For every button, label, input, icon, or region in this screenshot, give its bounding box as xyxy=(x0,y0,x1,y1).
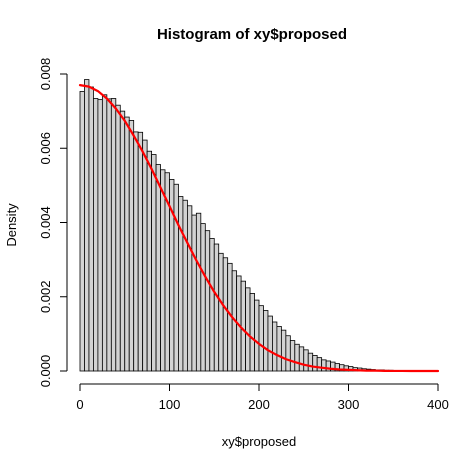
x-axis-label: xy$proposed xyxy=(222,434,296,449)
histogram-bar xyxy=(88,86,94,372)
x-tick-label: 200 xyxy=(248,397,270,412)
histogram-bar xyxy=(200,223,206,372)
histogram-bar xyxy=(280,329,287,372)
histogram-bar xyxy=(160,169,166,372)
histogram-bar xyxy=(254,299,260,372)
histogram-bar xyxy=(249,293,255,372)
histogram-bar xyxy=(240,280,246,372)
histogram-bar xyxy=(155,164,161,372)
chart-title: Histogram of xy$proposed xyxy=(157,26,347,43)
density-curve xyxy=(78,84,440,373)
histogram-bar xyxy=(128,120,135,372)
x-tick-label: 100 xyxy=(159,397,181,412)
histogram-bar xyxy=(142,139,148,372)
histogram-bar xyxy=(101,94,108,372)
x-tick-label: 300 xyxy=(338,397,360,412)
histogram-bar xyxy=(84,79,90,372)
histogram-bar xyxy=(285,335,291,372)
histogram-bar xyxy=(258,305,264,372)
histogram-bars xyxy=(79,79,408,372)
histogram-bar xyxy=(267,315,273,372)
histogram-bar xyxy=(289,340,296,372)
histogram-bar xyxy=(124,116,130,372)
histogram-bar xyxy=(316,357,323,372)
histogram-bar xyxy=(110,98,117,372)
y-tick-label: 0.008 xyxy=(38,58,53,91)
histogram-bar xyxy=(173,183,179,372)
histogram-bar xyxy=(178,196,184,372)
histogram-bar xyxy=(218,252,224,372)
y-tick-label: 0.006 xyxy=(38,132,53,165)
y-tick-label: 0.000 xyxy=(38,355,53,388)
histogram-bar xyxy=(204,230,211,372)
histogram-bar xyxy=(213,243,220,372)
histogram-bar xyxy=(182,199,188,372)
x-axis: 0 100 200 300 400 xyxy=(76,383,449,412)
histogram-bar xyxy=(115,104,121,372)
y-axis: 0.000 0.002 0.004 0.006 0.008 xyxy=(38,58,68,388)
histogram-bar xyxy=(312,355,318,372)
histogram-bar xyxy=(106,98,112,372)
histogram-bar xyxy=(294,343,300,372)
histogram-bar xyxy=(186,205,193,372)
histogram-bar xyxy=(303,349,309,372)
x-tick-label: 400 xyxy=(427,397,449,412)
histogram-bar xyxy=(272,321,278,372)
y-tick-label: 0.002 xyxy=(38,280,53,313)
histogram-bar xyxy=(93,98,99,372)
histogram-bar xyxy=(97,99,103,372)
histogram-bar xyxy=(276,326,282,372)
histogram-bar xyxy=(151,154,157,372)
y-tick-label: 0.004 xyxy=(38,206,53,239)
density-curve-layer xyxy=(78,84,440,373)
histogram-bar xyxy=(137,131,144,372)
histogram-bar xyxy=(79,91,85,372)
histogram-bar xyxy=(307,352,314,372)
histogram-bar xyxy=(298,346,305,372)
y-axis-label: Density xyxy=(4,203,19,247)
x-tick-label: 0 xyxy=(76,397,83,412)
histogram-bar xyxy=(146,150,153,372)
histogram-bar xyxy=(119,110,126,372)
histogram-bar xyxy=(245,287,251,372)
histogram-bar xyxy=(133,131,139,372)
histogram-bar xyxy=(195,212,202,372)
histogram-bar xyxy=(209,238,215,372)
histogram-bar xyxy=(321,359,327,372)
histogram-bar xyxy=(191,214,197,372)
histogram-bar xyxy=(263,310,269,372)
histogram-bar xyxy=(222,257,229,372)
